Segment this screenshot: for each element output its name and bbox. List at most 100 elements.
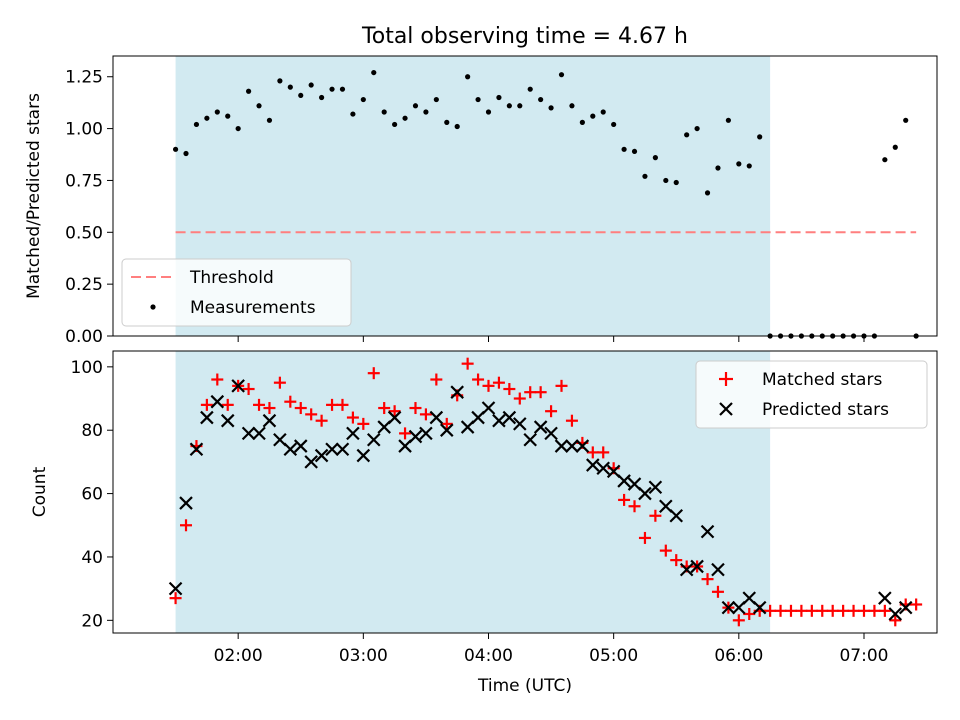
- measurement-point: [235, 125, 241, 132]
- measurement-point: [663, 177, 669, 184]
- predicted-star-point: [304, 455, 318, 469]
- measurement-point: [538, 96, 544, 103]
- predicted-star-point: [429, 410, 444, 425]
- matched-star-point: [555, 379, 568, 392]
- y-axis-label-count: Count: [30, 466, 50, 517]
- matched-star-point: [868, 604, 881, 617]
- predicted-star-point: [252, 426, 266, 441]
- measurement-point: [225, 113, 231, 119]
- matched-star-point: [440, 417, 453, 430]
- legend-predicted-swatch: [719, 402, 733, 416]
- measurement-point: [903, 117, 909, 123]
- measurement-point: [621, 146, 627, 152]
- legend-matched-label: Matched stars: [762, 370, 882, 390]
- x-tick-label: 02:00: [214, 646, 263, 666]
- measurement-point: [465, 74, 471, 80]
- y-tick-label: 0.75: [65, 171, 103, 191]
- matched-star-point: [764, 604, 777, 617]
- predicted-star-point: [262, 413, 277, 428]
- predicted-star-point: [878, 591, 892, 605]
- predicted-star-point: [700, 524, 715, 539]
- measurement-point: [579, 119, 585, 125]
- measurement-point: [611, 121, 617, 128]
- predicted-star-point: [439, 423, 454, 437]
- x-ticks-count: 02:00 03:00 04:00 05:00 06:00 07:00: [214, 633, 888, 666]
- predicted-star-point: [513, 417, 527, 431]
- matched-star-point: [889, 614, 902, 627]
- measurement-point: [506, 103, 512, 109]
- measurement-point: [298, 92, 304, 99]
- measurement-points: [172, 69, 919, 339]
- measurement-point: [558, 72, 565, 78]
- matched-star-point: [534, 386, 547, 399]
- legend-box: [695, 360, 928, 429]
- matched-star-point: [419, 408, 432, 421]
- panel-counts: 20 40 60 80 100 02:00 03:00 04:00 05:00 06:00 07:…: [30, 350, 938, 696]
- observing-window-shade: [175, 351, 771, 633]
- predicted-star-point: [888, 607, 903, 621]
- matched-star-point: [816, 604, 829, 617]
- measurement-point: [329, 86, 335, 92]
- matched-star-point: [618, 493, 631, 506]
- measurement-point: [371, 69, 377, 76]
- predicted-star-point: [293, 439, 308, 453]
- matched-star-point: [597, 446, 610, 459]
- matched-star-point: [565, 414, 578, 427]
- matched-star-point: [367, 367, 380, 380]
- matched-star-point: [399, 427, 412, 440]
- predicted-star-point: [325, 442, 339, 457]
- predicted-star-point: [752, 600, 767, 615]
- measurement-point: [319, 94, 325, 101]
- matched-star-point: [430, 373, 443, 386]
- measurement-point: [204, 115, 210, 121]
- measurement-point: [256, 103, 262, 109]
- matched-star-point: [200, 398, 213, 411]
- matched-star-point: [472, 373, 485, 386]
- y-tick-label: 0.50: [65, 223, 103, 243]
- measurement-point: [360, 96, 366, 103]
- matched-star-point: [524, 386, 537, 399]
- matched-star-point: [211, 373, 224, 386]
- legend-ratio: Threshold Measurements: [121, 258, 352, 327]
- chart-title: Total observing time = 4.67 h: [361, 24, 688, 49]
- x-tick-label: 07:00: [839, 646, 888, 666]
- measurement-point: [725, 117, 731, 123]
- predicted-star-point: [596, 461, 611, 476]
- measurement-point: [715, 165, 721, 171]
- x-tick-label: 05:00: [589, 646, 638, 666]
- predicted-star-point: [481, 401, 496, 415]
- measurement-point: [308, 82, 314, 88]
- y-tick-label: 40: [81, 548, 103, 568]
- measurement-point: [266, 117, 273, 123]
- predicted-star-point: [898, 600, 913, 615]
- measurement-point: [757, 134, 763, 140]
- predicted-star-point: [387, 410, 402, 425]
- predicted-star-point: [314, 448, 329, 463]
- predicted-star-point: [450, 385, 464, 399]
- predicted-star-point: [335, 442, 350, 457]
- measurement-point: [454, 123, 460, 130]
- measurement-point: [527, 86, 533, 92]
- y-tick-label: 1.25: [65, 68, 103, 88]
- measurement-point: [350, 111, 356, 117]
- predicted-star-point: [544, 426, 558, 441]
- predicted-star-point: [669, 508, 684, 523]
- matched-star-point: [305, 408, 318, 421]
- measurement-point: [193, 121, 200, 128]
- measurement-point: [684, 132, 690, 138]
- matched-star-point: [503, 383, 516, 396]
- measurement-point: [652, 155, 658, 161]
- measurement-point: [423, 109, 429, 115]
- y-ticks-count: 20 40 60 80 100: [71, 358, 113, 631]
- measurement-point: [402, 115, 408, 121]
- predicted-star-point: [523, 432, 537, 447]
- measurement-point: [569, 103, 575, 109]
- measurement-point: [214, 109, 220, 115]
- measurement-point: [882, 157, 888, 163]
- y-tick-label: 1.00: [65, 120, 103, 140]
- matched-star-point: [743, 607, 756, 620]
- predicted-star-point: [210, 394, 225, 409]
- matched-star-point: [315, 414, 328, 427]
- measurement-point: [517, 103, 523, 109]
